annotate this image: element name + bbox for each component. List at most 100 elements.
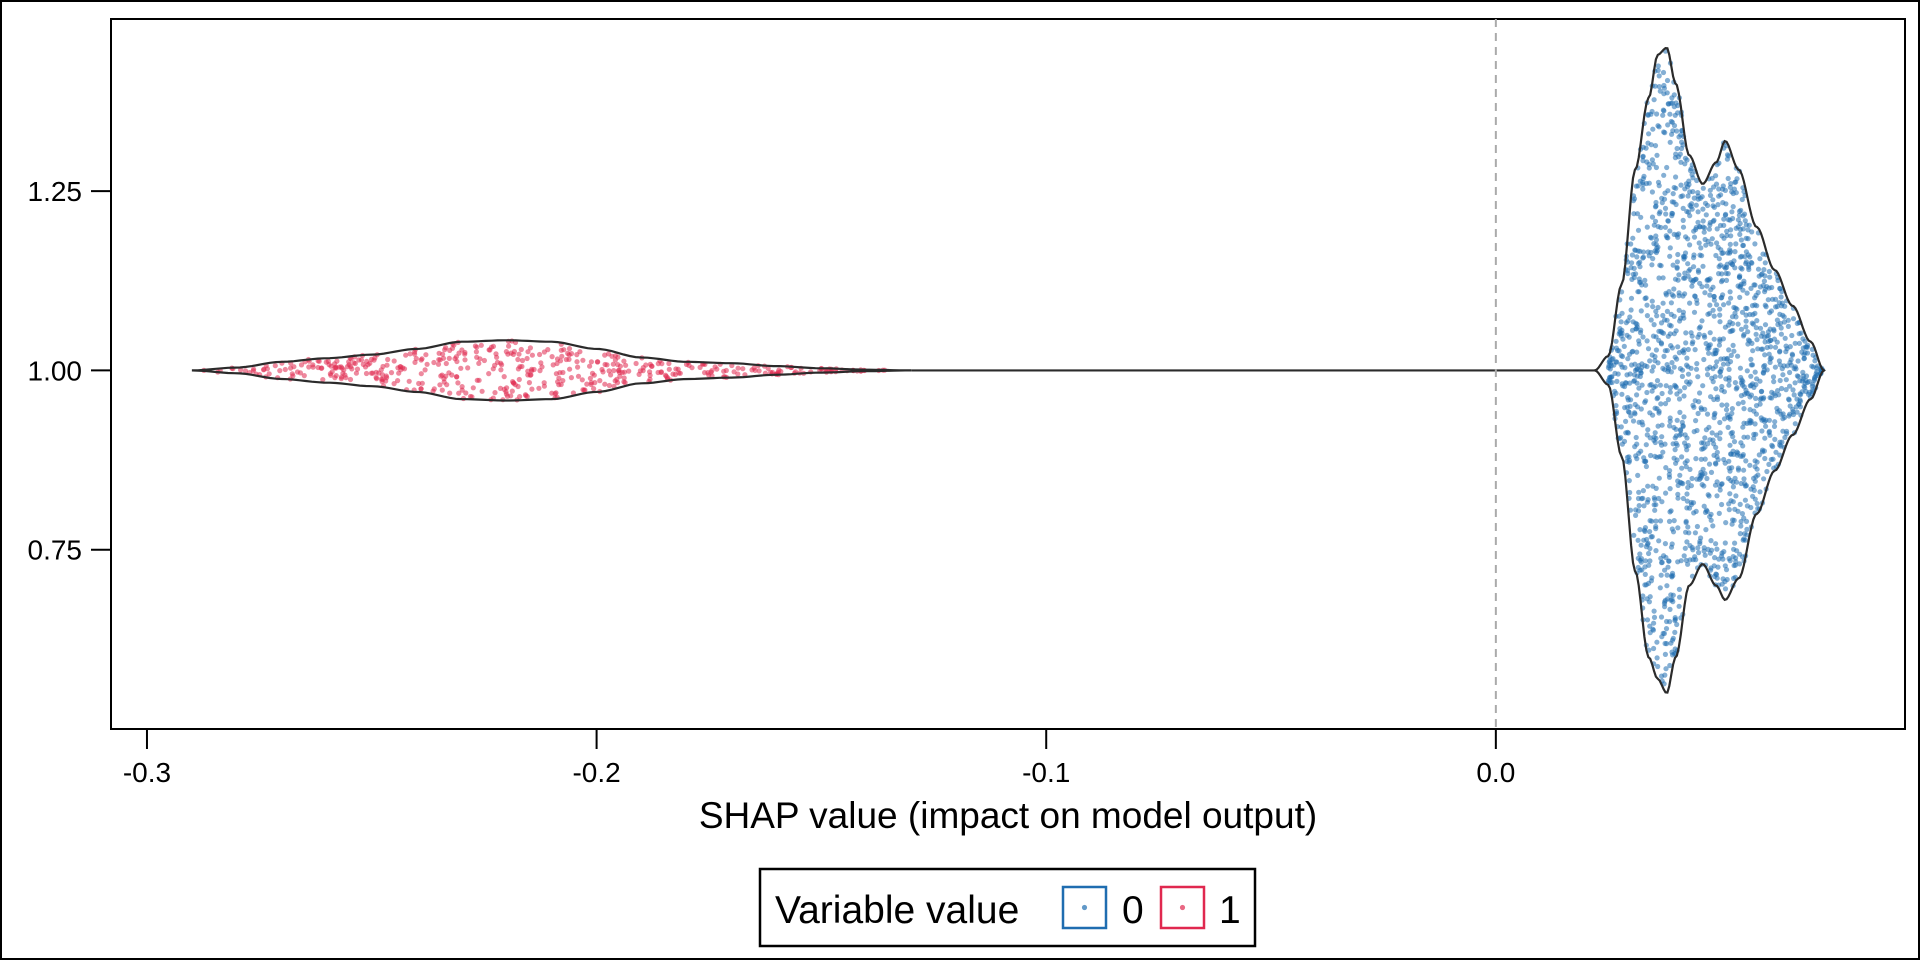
series-0-point: [1726, 300, 1732, 306]
series-1-point: [602, 381, 608, 387]
series-0-point: [1662, 190, 1668, 196]
series-0-point: [1710, 197, 1716, 203]
series-0-point: [1772, 419, 1778, 425]
series-0-point: [1775, 321, 1781, 328]
series-0-point: [1690, 500, 1697, 506]
series-0-point: [1777, 377, 1783, 384]
series-0-point: [1628, 307, 1634, 313]
series-0-point: [1717, 369, 1723, 375]
series-0-point: [1803, 344, 1809, 350]
series-1-point: [251, 366, 257, 372]
series-1-point: [751, 365, 757, 371]
series-0-point: [1707, 192, 1714, 198]
series-0-point: [1651, 502, 1657, 508]
series-0-point: [1728, 181, 1734, 187]
series-0-point: [1733, 479, 1740, 485]
series-0-point: [1753, 325, 1759, 331]
series-0-point: [1752, 496, 1758, 502]
series-1-point: [558, 381, 564, 388]
series-0-point: [1779, 300, 1785, 306]
series-0-point: [1656, 211, 1662, 217]
series-1-point: [594, 359, 601, 365]
series-0-point: [1671, 331, 1677, 337]
series-0-point: [1676, 603, 1682, 609]
series-0-point: [1647, 358, 1653, 364]
series-0-point: [1707, 514, 1713, 520]
series-1-point: [538, 360, 544, 366]
series-0-point: [1651, 608, 1657, 614]
series-0-point: [1754, 337, 1760, 343]
series-0-point: [1645, 140, 1651, 146]
series-0-point: [1743, 249, 1749, 255]
series-1-point: [474, 354, 480, 360]
series-0-point: [1618, 361, 1624, 367]
series-1-point: [347, 376, 354, 383]
series-0-point: [1675, 495, 1681, 501]
series-0-point: [1627, 314, 1633, 320]
series-0-point: [1659, 434, 1665, 440]
series-0-point: [1763, 423, 1769, 429]
series-1-point: [599, 366, 605, 373]
series-0-point: [1625, 318, 1631, 324]
series-0-point: [1653, 164, 1659, 171]
series-0-point: [1676, 586, 1682, 593]
series-0-point: [1722, 460, 1728, 466]
series-0-point: [1705, 372, 1711, 378]
series-0-point: [1664, 90, 1670, 96]
series-0-point: [1691, 309, 1698, 315]
series-0-point: [1633, 320, 1639, 326]
series-0-point: [1767, 274, 1773, 280]
series-0-point: [1684, 498, 1690, 504]
series-1-point: [712, 364, 718, 370]
series-0-point: [1715, 564, 1721, 570]
series-0-point: [1665, 364, 1671, 371]
series-0-point: [1656, 73, 1662, 79]
series-0-point: [1685, 236, 1691, 242]
series-0-point: [1768, 456, 1774, 463]
series-0-point: [1794, 396, 1800, 402]
series-0-point: [1713, 181, 1720, 187]
series-0-point: [1720, 292, 1726, 298]
series-0-point: [1754, 318, 1760, 324]
series-0-point: [1727, 416, 1733, 422]
series-0-point: [1718, 279, 1725, 285]
series-0-point: [1737, 254, 1744, 260]
series-0-point: [1738, 523, 1744, 529]
series-0-point: [1759, 271, 1765, 277]
series-1-point: [422, 367, 428, 373]
series-1-point: [587, 375, 594, 381]
series-0-point: [1771, 423, 1778, 429]
series-0-point: [1733, 386, 1739, 392]
series-0-point: [1721, 222, 1727, 228]
series-1-point: [297, 370, 303, 376]
series-0-point: [1665, 333, 1671, 339]
series-1-point: [288, 365, 294, 371]
series-0-point: [1667, 139, 1673, 145]
series-0-point: [1674, 457, 1680, 463]
series-0-point: [1809, 363, 1815, 369]
series-0-point: [1693, 366, 1700, 372]
series-0-point: [1792, 340, 1798, 346]
series-0-point: [1710, 379, 1716, 385]
series-1-point: [581, 387, 587, 393]
series-0-point: [1783, 343, 1789, 349]
series-1-point: [320, 377, 326, 383]
series-0-point: [1691, 264, 1697, 270]
series-1-point: [356, 357, 362, 363]
series-0-point: [1673, 201, 1679, 208]
series-0-point: [1712, 482, 1719, 488]
series-0-point: [1646, 165, 1652, 171]
series-1-point: [501, 374, 507, 380]
series-1-point: [579, 377, 585, 383]
series-0-point: [1628, 265, 1634, 271]
series-0-point: [1672, 615, 1678, 621]
series-0-point: [1634, 373, 1640, 379]
series-0-point: [1662, 401, 1669, 407]
series-1-point: [413, 355, 419, 362]
x-tick-label--0.3: -0.3: [123, 757, 171, 788]
series-0-point: [1719, 402, 1725, 408]
series-0-point: [1784, 431, 1790, 437]
series-0-point: [1677, 472, 1683, 478]
series-0-point: [1748, 362, 1754, 368]
series-0-point: [1638, 308, 1644, 314]
